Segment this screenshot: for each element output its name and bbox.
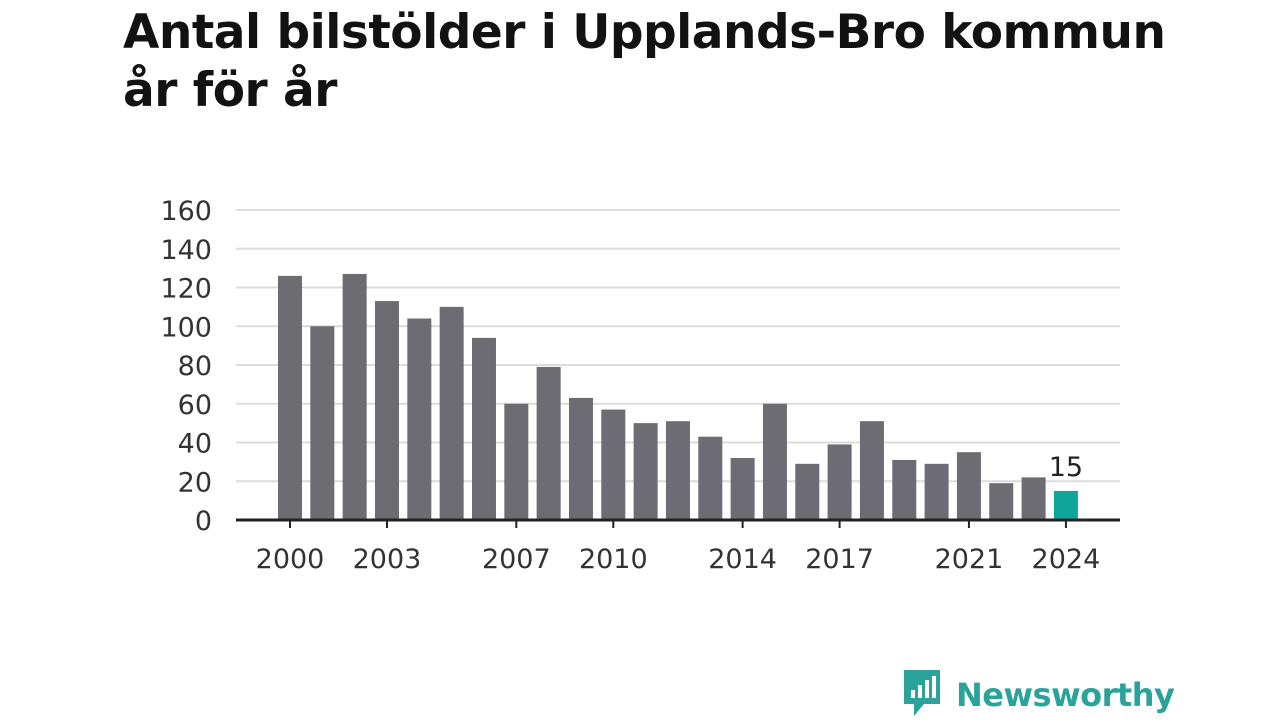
bar-2002 <box>342 273 367 520</box>
x-tick-label: 2000 <box>256 544 325 575</box>
x-tick-label: 2024 <box>1032 544 1101 575</box>
bar-2019 <box>892 459 917 520</box>
bar-2011 <box>633 423 658 520</box>
bar-2013 <box>698 436 723 520</box>
x-tick-label: 2014 <box>708 544 777 575</box>
bar-2014 <box>730 458 755 520</box>
y-tick-label: 160 <box>160 196 212 227</box>
bars <box>278 273 1078 520</box>
bar-2005 <box>439 306 464 520</box>
bar-2004 <box>407 318 432 520</box>
bar-2016 <box>795 463 820 520</box>
newsworthy-brand: Newsworthy <box>902 668 1175 722</box>
bar-2021 <box>956 452 981 520</box>
chart-title: Antal bilstölder i Upplands-Bro kommun å… <box>123 5 1166 118</box>
bar-2023 <box>1021 477 1046 520</box>
x-tick-label: 2007 <box>482 544 551 575</box>
y-tick-label: 140 <box>160 235 212 266</box>
bar-2018 <box>859 421 884 520</box>
brand-name: Newsworthy <box>956 676 1175 714</box>
bar-2000 <box>278 275 302 520</box>
y-tick-label: 80 <box>178 351 212 382</box>
bar-2007 <box>504 403 529 520</box>
data-label-2024: 15 <box>1049 452 1083 483</box>
bar-2012 <box>665 421 690 520</box>
y-tick-label: 40 <box>178 429 212 460</box>
y-axis: 0 20 40 60 80 100 120 140 160 <box>160 196 212 537</box>
y-tick-label: 20 <box>178 467 212 498</box>
x-tick-label: 2021 <box>935 544 1004 575</box>
data-labels: 15 <box>1049 452 1083 483</box>
y-tick-label: 0 <box>195 506 212 537</box>
bar-2015 <box>762 403 787 520</box>
y-tick-label: 120 <box>160 274 212 305</box>
x-tick-label: 2017 <box>805 544 874 575</box>
bar-2010 <box>601 409 626 520</box>
bar-2006 <box>471 337 496 520</box>
bar-2008 <box>536 366 561 520</box>
bar-2001 <box>310 326 335 520</box>
bar-2022 <box>989 483 1014 520</box>
y-tick-label: 100 <box>160 312 212 343</box>
x-tick-label: 2003 <box>353 544 422 575</box>
bar-2017 <box>827 444 852 520</box>
bar-2024 <box>1053 490 1078 520</box>
bar-2003 <box>374 301 399 520</box>
newsworthy-logo-icon <box>902 668 942 722</box>
x-tick-label: 2010 <box>579 544 648 575</box>
x-axis: 2000 2003 2007 2010 2014 2017 2021 2024 <box>256 520 1101 575</box>
bar-2009 <box>568 397 593 520</box>
bar-2020 <box>924 463 949 520</box>
y-tick-label: 60 <box>178 390 212 421</box>
